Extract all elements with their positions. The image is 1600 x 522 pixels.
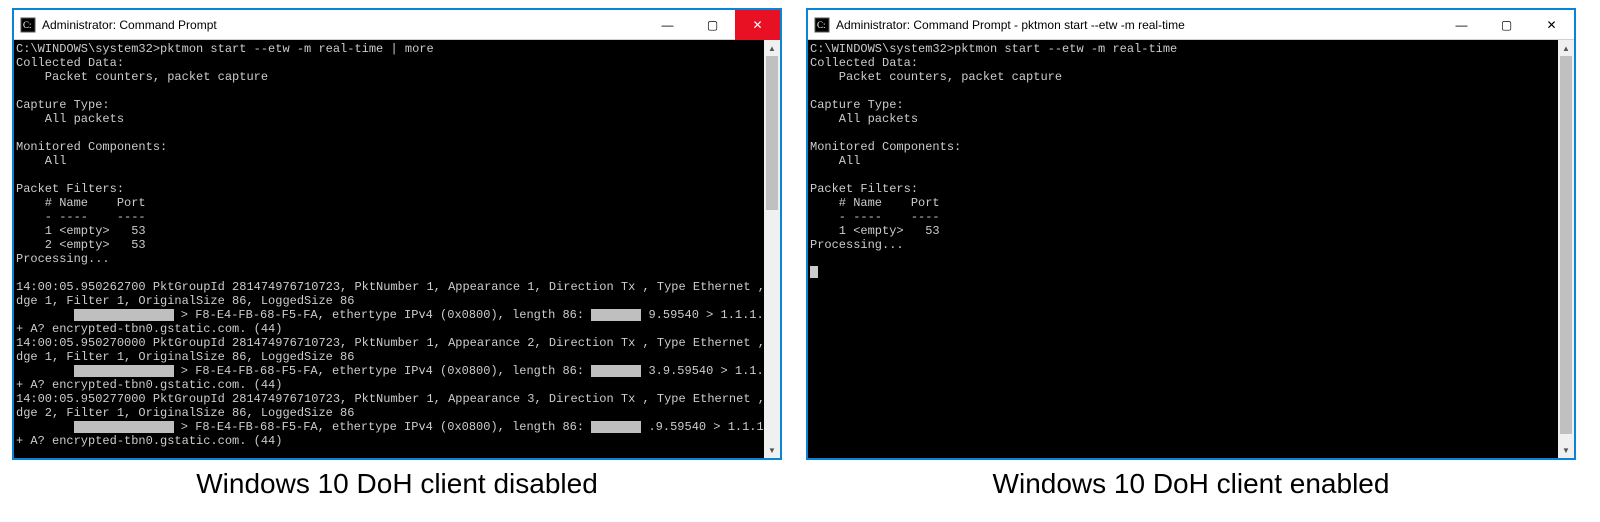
close-icon: ✕	[1546, 18, 1556, 32]
maximize-icon: ▢	[1501, 18, 1512, 32]
caption-right: Windows 10 DoH client enabled	[806, 468, 1576, 500]
window-title: Administrator: Command Prompt	[42, 18, 645, 32]
window-title: Administrator: Command Prompt - pktmon s…	[836, 18, 1439, 32]
close-icon: ✕	[752, 18, 762, 32]
maximize-button[interactable]: ▢	[1484, 10, 1529, 40]
minimize-button[interactable]: —	[1439, 10, 1484, 40]
titlebar[interactable]: C: Administrator: Command Prompt — ▢ ✕	[14, 10, 780, 40]
scroll-down-icon[interactable]: ▼	[1558, 442, 1574, 458]
cmd-window-left: C: Administrator: Command Prompt — ▢ ✕ C…	[12, 8, 782, 460]
close-button[interactable]: ✕	[1529, 10, 1574, 40]
scrollbar-track[interactable]	[764, 56, 780, 442]
caption-left: Windows 10 DoH client disabled	[12, 468, 782, 500]
maximize-icon: ▢	[707, 18, 718, 32]
vertical-scrollbar[interactable]: ▲ ▼	[764, 40, 780, 458]
scrollbar-thumb[interactable]	[1560, 56, 1572, 434]
scroll-up-icon[interactable]: ▲	[1558, 40, 1574, 56]
minimize-button[interactable]: —	[645, 10, 690, 40]
scrollbar-thumb[interactable]	[766, 56, 778, 210]
titlebar[interactable]: C: Administrator: Command Prompt - pktmo…	[808, 10, 1574, 40]
cmd-window-right: C: Administrator: Command Prompt - pktmo…	[806, 8, 1576, 460]
scroll-up-icon[interactable]: ▲	[764, 40, 780, 56]
minimize-icon: —	[662, 18, 674, 32]
terminal-output: C:\WINDOWS\system32>pktmon start --etw -…	[14, 40, 764, 458]
vertical-scrollbar[interactable]: ▲ ▼	[1558, 40, 1574, 458]
terminal-output: C:\WINDOWS\system32>pktmon start --etw -…	[808, 40, 1558, 458]
scroll-down-icon[interactable]: ▼	[764, 442, 780, 458]
minimize-icon: —	[1456, 18, 1468, 32]
svg-text:C:: C:	[23, 20, 32, 30]
cmd-icon: C:	[814, 17, 830, 33]
cmd-icon: C:	[20, 17, 36, 33]
svg-text:C:: C:	[817, 20, 826, 30]
close-button[interactable]: ✕	[735, 10, 780, 40]
maximize-button[interactable]: ▢	[690, 10, 735, 40]
scrollbar-track[interactable]	[1558, 56, 1574, 442]
